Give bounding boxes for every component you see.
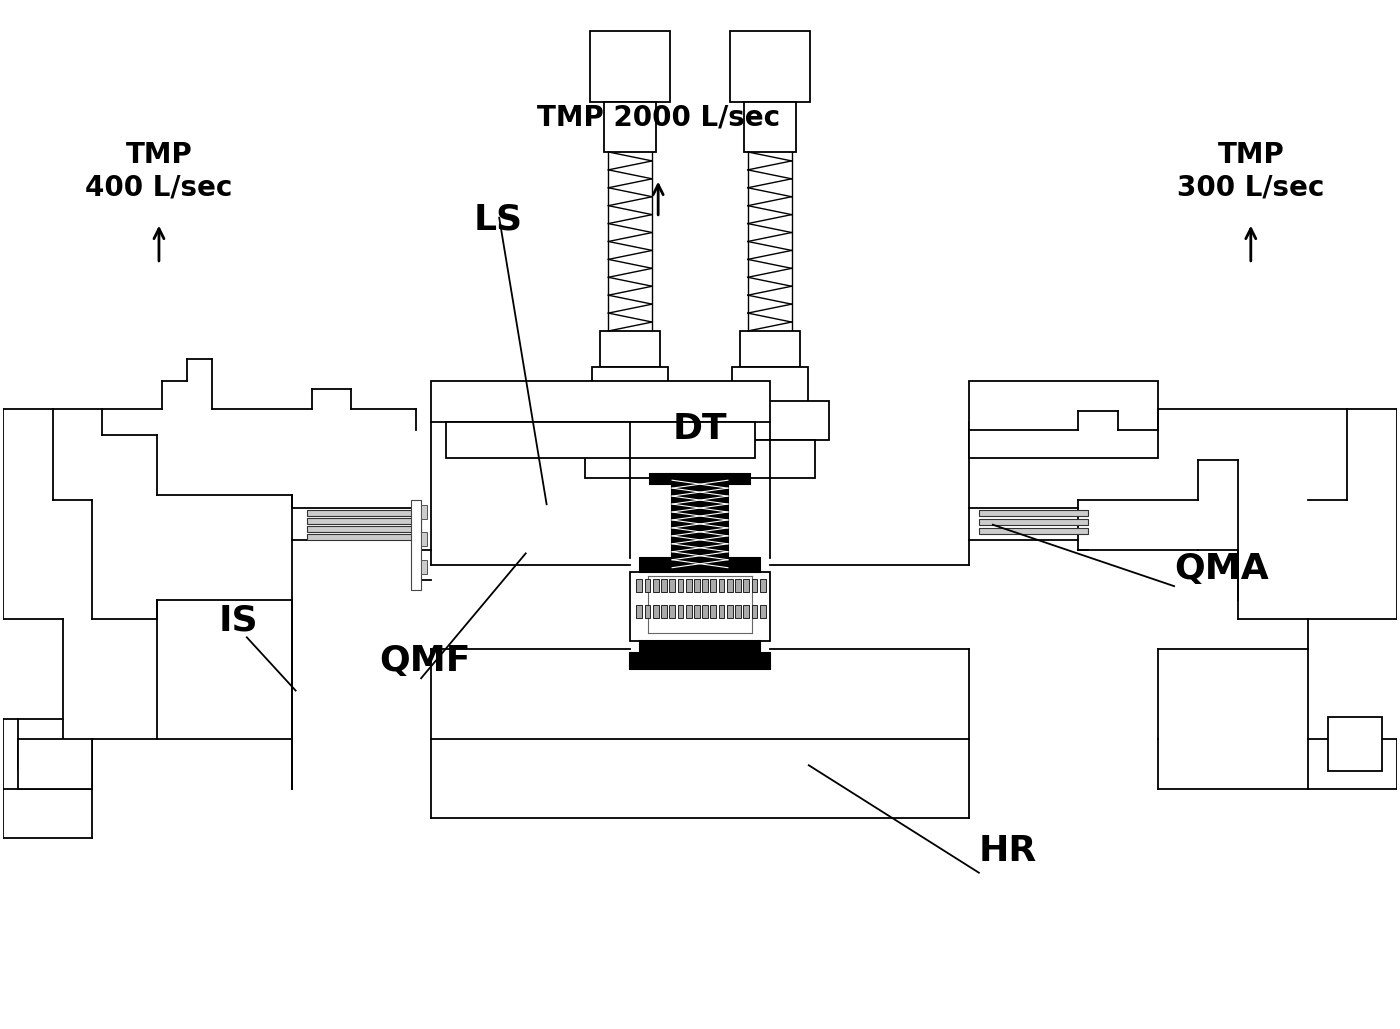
Text: IS: IS — [218, 603, 259, 637]
Bar — [605, 102, 657, 152]
Text: LS: LS — [475, 203, 524, 237]
Bar — [592, 366, 668, 409]
Bar — [640, 641, 760, 653]
Bar — [18, 739, 92, 788]
Bar — [307, 518, 421, 524]
Bar — [729, 31, 809, 102]
Bar — [710, 605, 717, 618]
Bar — [969, 381, 1158, 458]
Bar — [727, 579, 732, 592]
Bar — [686, 605, 692, 618]
Bar — [601, 331, 661, 366]
Bar — [307, 526, 421, 532]
Bar — [669, 605, 675, 618]
Bar — [637, 579, 643, 592]
Bar — [652, 579, 658, 592]
Bar — [678, 579, 683, 592]
Bar — [447, 423, 755, 458]
Bar — [703, 579, 708, 592]
Text: QMA: QMA — [1175, 553, 1268, 587]
Bar — [661, 579, 666, 592]
Bar — [421, 532, 427, 545]
Text: DT: DT — [672, 413, 728, 447]
Bar — [412, 500, 421, 590]
Text: TMP 2000 L/sec: TMP 2000 L/sec — [536, 103, 780, 131]
Bar — [678, 605, 683, 618]
Bar — [1327, 717, 1382, 771]
Text: QMF: QMF — [379, 644, 470, 678]
Bar — [307, 534, 421, 540]
Bar — [979, 519, 1088, 525]
Bar — [718, 579, 724, 592]
Bar — [661, 605, 666, 618]
Bar — [672, 478, 728, 566]
Bar — [694, 579, 700, 592]
Bar — [650, 474, 750, 485]
Bar — [735, 605, 741, 618]
Bar — [743, 605, 749, 618]
Bar — [979, 528, 1088, 534]
Bar — [718, 605, 724, 618]
Bar — [752, 579, 757, 592]
Bar — [979, 510, 1088, 516]
Bar — [710, 579, 717, 592]
Bar — [640, 558, 760, 572]
Text: HR: HR — [979, 833, 1037, 867]
Bar — [571, 400, 829, 440]
Bar — [652, 605, 658, 618]
Bar — [735, 579, 741, 592]
Bar — [421, 560, 427, 574]
Bar — [743, 579, 749, 592]
Bar — [752, 605, 757, 618]
Bar — [760, 579, 766, 592]
Bar — [585, 440, 815, 478]
Text: TMP
400 L/sec: TMP 400 L/sec — [85, 141, 232, 202]
Bar — [739, 331, 799, 366]
Bar — [645, 579, 651, 592]
Bar — [307, 510, 421, 516]
Bar — [645, 605, 651, 618]
Bar — [703, 605, 708, 618]
Bar — [431, 381, 770, 423]
Bar — [630, 572, 770, 641]
Bar — [591, 31, 671, 102]
Bar — [630, 653, 770, 669]
Bar — [669, 579, 675, 592]
Bar — [727, 605, 732, 618]
Bar — [637, 605, 643, 618]
Bar — [760, 605, 766, 618]
Bar — [732, 366, 808, 409]
Bar — [694, 605, 700, 618]
Bar — [421, 505, 427, 519]
Bar — [686, 579, 692, 592]
Text: TMP
300 L/sec: TMP 300 L/sec — [1177, 141, 1324, 202]
Bar — [743, 102, 795, 152]
